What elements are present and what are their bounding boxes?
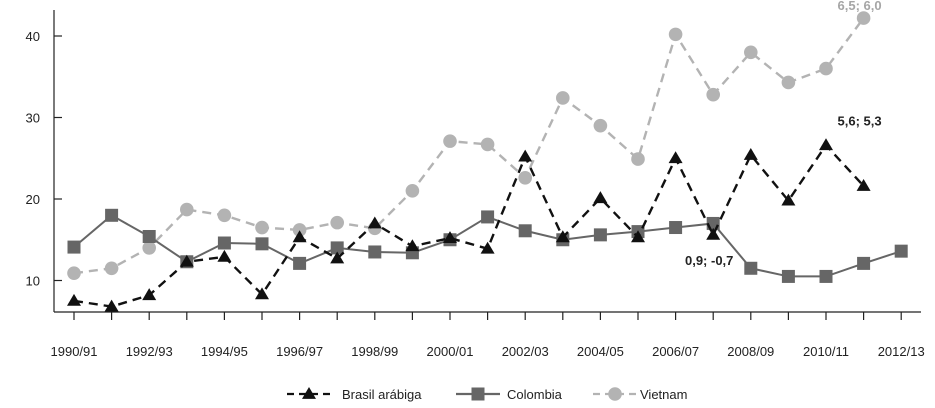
data-point (405, 184, 420, 198)
data-point (555, 230, 570, 243)
legend-item: Vietnam (593, 387, 687, 402)
legend-label: Colombia (507, 387, 563, 402)
data-point (142, 241, 156, 255)
series-line (73, 17, 865, 275)
data-point (819, 269, 833, 283)
data-point (367, 216, 382, 229)
y-tick-label: 30 (26, 111, 40, 126)
data-point (668, 151, 683, 164)
data-point (292, 230, 307, 243)
x-tick-label: 2000/01 (427, 344, 474, 359)
data-point (781, 193, 796, 206)
legend-marker (471, 387, 485, 401)
legend-marker (608, 387, 622, 401)
data-point (668, 27, 683, 42)
data-point (819, 138, 833, 151)
x-tick-label: 1992/93 (126, 344, 173, 359)
data-point (556, 91, 570, 105)
data-point (293, 256, 307, 270)
data-point (217, 249, 232, 262)
legend-item: Brasil arábiga (287, 387, 422, 402)
x-tick-label: 2004/05 (577, 344, 624, 359)
series-layer (67, 11, 908, 312)
x-tick-label: 1994/95 (201, 344, 248, 359)
data-point (819, 61, 833, 76)
legend-label: Brasil arábiga (342, 387, 422, 402)
data-point (104, 299, 119, 312)
series-vietnam (67, 11, 871, 280)
x-tick-label: 1998/99 (351, 344, 398, 359)
data-point (518, 224, 532, 238)
x-tick-label: 2012/13 (878, 344, 925, 359)
x-tick-label: 1996/97 (276, 344, 323, 359)
data-point (67, 240, 81, 254)
legend-item: Colombia (456, 387, 563, 402)
data-point (593, 191, 608, 204)
annotation-label: 6,5; 6,0 (838, 0, 882, 13)
data-point (593, 228, 607, 242)
data-point (330, 251, 345, 264)
data-point (142, 229, 156, 243)
data-point (67, 293, 81, 306)
x-tick-label: 1990/91 (51, 344, 98, 359)
series-brasil-ar-biga (67, 138, 871, 312)
data-point (180, 202, 194, 217)
data-point (330, 215, 345, 230)
series-colombia (67, 208, 908, 283)
data-point (518, 171, 532, 185)
data-point (857, 256, 871, 270)
data-point (67, 266, 81, 280)
data-point (781, 75, 796, 90)
data-point (744, 261, 758, 275)
data-point (480, 137, 495, 152)
data-point (217, 236, 231, 250)
x-tick-label: 2008/09 (727, 344, 774, 359)
data-point (179, 254, 194, 267)
annotation-layer: 6,5; 6,0 5,6; 5,3 0,9; -0,7 (685, 0, 882, 268)
data-point (631, 152, 645, 166)
series-line (73, 143, 865, 308)
data-point (706, 227, 721, 240)
y-tick-label: 20 (26, 192, 40, 207)
x-tick-label: 2006/07 (652, 344, 699, 359)
data-point (856, 11, 871, 25)
data-point (368, 245, 382, 259)
data-point (255, 287, 269, 300)
data-point (217, 208, 232, 223)
data-point (105, 208, 119, 222)
annotation-label: 5,6; 5,3 (838, 114, 882, 129)
data-point (142, 288, 157, 301)
data-point (104, 261, 119, 276)
data-point (781, 269, 795, 283)
data-point (743, 147, 758, 160)
data-point (443, 231, 457, 244)
data-point (443, 134, 457, 148)
data-point (518, 149, 533, 162)
data-point (894, 244, 908, 258)
x-tick-label: 2010/11 (803, 344, 849, 359)
data-point (480, 241, 495, 254)
data-point (706, 87, 720, 102)
annotation-label: 0,9; -0,7 (685, 253, 733, 268)
data-point (255, 237, 269, 251)
data-point (405, 239, 420, 252)
x-tick-label: 2002/03 (502, 344, 549, 359)
data-point (292, 223, 307, 237)
data-point (481, 210, 495, 224)
legend-label: Vietnam (640, 387, 687, 402)
data-point (255, 220, 269, 235)
data-point (744, 45, 758, 60)
legend: Brasil arábiga Colombia Vietnam (287, 387, 687, 402)
data-point (330, 241, 344, 255)
data-point (856, 178, 871, 191)
data-point (669, 221, 683, 235)
y-tick-label: 10 (26, 274, 40, 289)
data-point (631, 230, 645, 243)
ticks: 10 20 30 40 1990/91 1992/93 1994/95 1996/97 1998… (26, 29, 925, 359)
data-point (593, 118, 608, 133)
y-tick-label: 40 (26, 29, 40, 44)
legend-marker (302, 387, 316, 399)
